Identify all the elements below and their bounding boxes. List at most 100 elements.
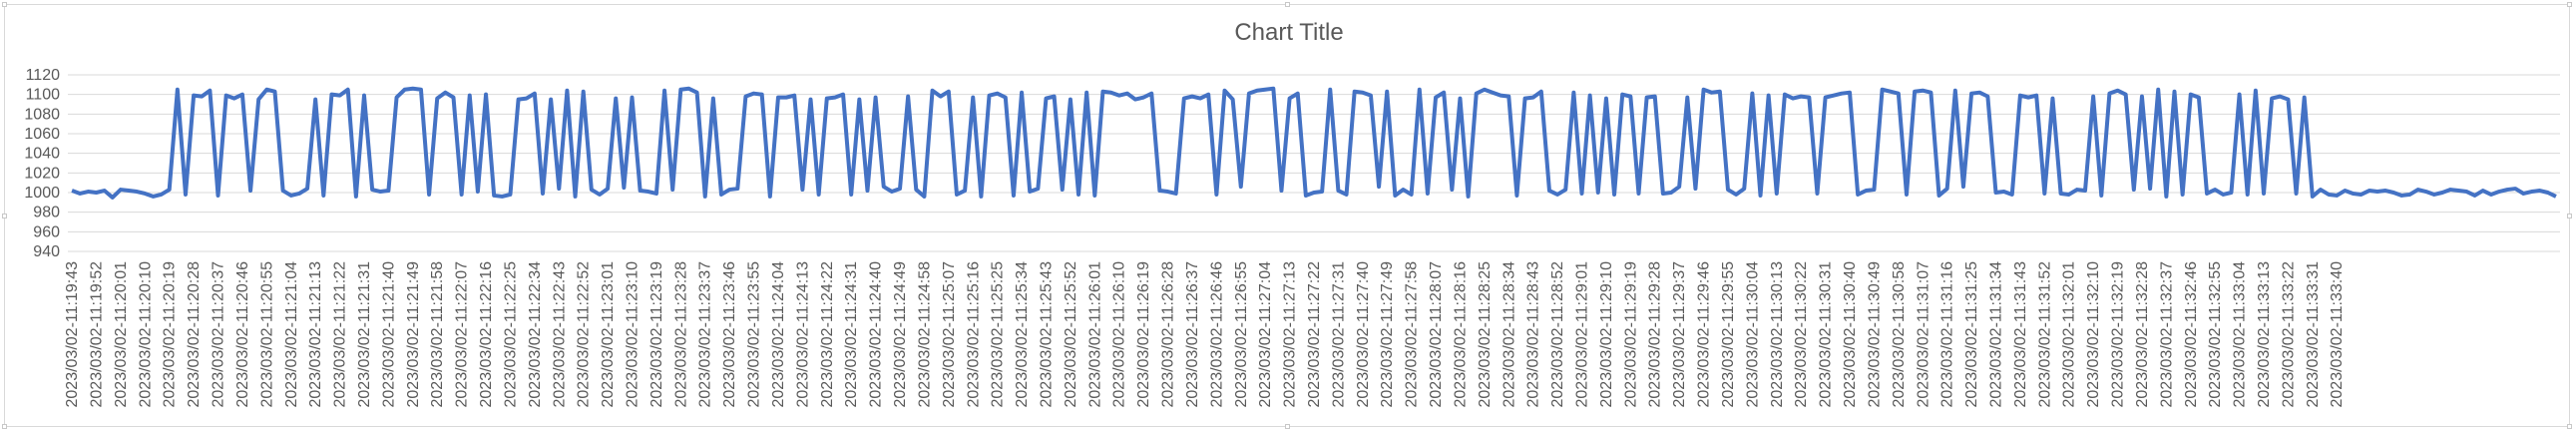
data-point [339,95,341,97]
x-tick-label: 2023/03/02-11:33:40 [2329,261,2346,408]
x-tick-label: 2023/03/02-11:30:31 [1818,261,1835,408]
data-point [2060,193,2062,195]
data-point [1175,193,1177,195]
data-point [1556,194,1558,196]
y-tick-label: 1060 [24,126,60,143]
x-tick-label: 2023/03/02-11:28:43 [1525,261,1542,408]
resize-handle-top-right[interactable] [2567,2,2572,7]
resize-handle-bottom-left[interactable] [2,424,7,429]
x-tick-label: 2023/03/02-11:33:31 [2305,261,2322,408]
data-point [2084,190,2086,192]
data-point [2206,193,2208,195]
x-tick-label: 2023/03/02-11:30:13 [1769,261,1786,408]
data-point [1346,194,1348,196]
x-tick-label: 2023/03/02-11:31:43 [2012,261,2029,408]
data-point [980,196,982,198]
data-point [1605,98,1607,100]
x-tick-label: 2023/03/02-11:21:13 [307,261,324,408]
x-tick-label: 2023/03/02-11:25:16 [965,261,982,408]
data-point [679,89,681,91]
data-point [1532,97,1534,99]
data-point [128,190,130,192]
data-point [1378,186,1380,188]
data-point [2296,193,2298,195]
data-point [104,190,106,192]
x-tick-label: 2023/03/02-11:23:10 [625,261,642,408]
data-point [1101,91,1103,93]
data-point [2376,191,2378,193]
data-point [79,193,81,195]
data-point [193,95,195,97]
data-point [2392,192,2394,194]
x-tick-label: 2023/03/02-11:23:46 [721,261,738,408]
data-point [1524,98,1526,100]
data-point [2141,96,2143,98]
data-point [1882,89,1884,91]
data-point [1954,90,1956,92]
x-tick-label: 2023/03/02-11:28:07 [1428,261,1445,408]
plot-area [71,86,2557,200]
data-point [1110,92,1112,94]
data-point [355,196,357,198]
data-point [2312,196,2314,198]
x-tick-label: 2023/03/02-11:30:58 [1891,261,1908,408]
resize-handle-bottom-center[interactable] [1285,424,1290,429]
data-point [599,194,601,196]
data-point [1435,97,1437,99]
x-tick-label: 2023/03/02-11:28:34 [1501,261,1517,408]
data-point [2100,195,2102,197]
data-point [1085,92,1087,94]
data-point [1978,92,1980,94]
data-point [607,188,609,190]
data-point [1167,191,1169,193]
data-point [1289,98,1291,100]
data-point [1484,89,1486,91]
data-point [2384,190,2386,192]
data-point [2214,189,2216,191]
x-tick-label: 2023/03/02-11:32:46 [2183,261,2200,408]
data-point [2068,194,2070,196]
data-point [826,98,828,100]
resize-handle-middle-right[interactable] [2567,214,2572,218]
y-tick-label: 1080 [24,106,60,123]
x-tick-label: 2023/03/02-11:30:40 [1842,261,1859,408]
data-point [632,97,634,99]
resize-handle-top-center[interactable] [1285,2,1290,7]
data-point [1443,92,1445,94]
data-point [769,196,771,198]
x-tick-label: 2023/03/02-11:24:13 [794,261,811,408]
data-point [2457,190,2459,192]
data-point [1849,92,1851,94]
data-point [2539,190,2541,192]
resize-handle-bottom-right[interactable] [2567,424,2572,429]
data-point [1370,95,1372,97]
y-axis: 940 960 980 1000 1020 1040 1060 1080 1100 1120 [24,67,60,260]
data-point [2255,90,2257,92]
data-point [152,196,154,198]
data-point [1768,95,1770,97]
y-tick-label: 1040 [24,146,60,163]
data-point [1077,194,1079,196]
data-point [233,98,235,100]
data-point [1548,190,1550,192]
x-tick-label: 2023/03/02-11:33:04 [2232,261,2249,408]
x-tick-label: 2023/03/02-11:20:55 [258,261,275,408]
data-point [915,189,917,191]
data-point [1735,194,1737,196]
data-point [1760,195,1762,197]
data-point [265,89,267,91]
data-point [2239,94,2241,96]
x-tick-label: 2023/03/02-11:29:28 [1647,261,1664,408]
data-point [891,191,893,193]
data-point [923,196,925,198]
data-point [1743,188,1745,190]
resize-handle-top-left[interactable] [2,2,7,7]
data-point [2182,194,2184,196]
data-point [2336,195,2338,197]
resize-handle-middle-left[interactable] [2,214,7,218]
data-point [136,191,138,193]
data-point [2433,194,2435,196]
data-point [534,93,536,95]
data-point [95,192,97,194]
x-tick-label: 2023/03/02-11:26:55 [1233,261,1250,408]
